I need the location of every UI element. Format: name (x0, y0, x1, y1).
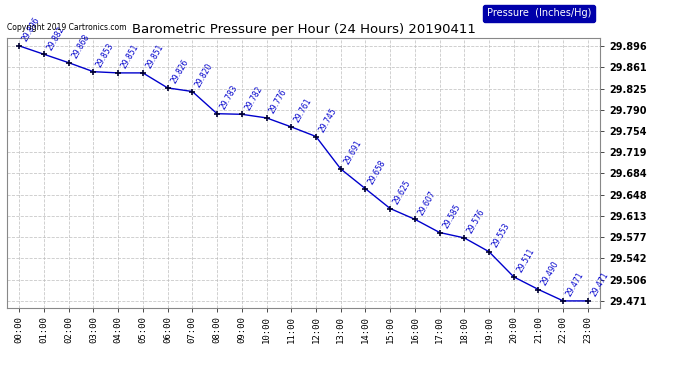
Text: 29.868: 29.868 (70, 33, 91, 60)
Text: 29.782: 29.782 (243, 84, 264, 111)
Text: 29.553: 29.553 (491, 221, 511, 249)
Text: 29.607: 29.607 (416, 189, 437, 216)
Text: 29.471: 29.471 (564, 271, 586, 298)
Text: Copyright 2019 Cartronics.com: Copyright 2019 Cartronics.com (7, 23, 126, 32)
Text: 29.896: 29.896 (21, 16, 41, 43)
Text: 29.783: 29.783 (219, 84, 239, 111)
Text: 29.471: 29.471 (589, 271, 611, 298)
Text: 29.658: 29.658 (367, 159, 388, 186)
Text: 29.490: 29.490 (540, 259, 561, 287)
Text: 29.853: 29.853 (95, 42, 116, 69)
Text: 29.820: 29.820 (194, 62, 215, 89)
Text: 29.776: 29.776 (268, 88, 289, 115)
Title: Barometric Pressure per Hour (24 Hours) 20190411: Barometric Pressure per Hour (24 Hours) … (132, 23, 475, 36)
Text: 29.851: 29.851 (144, 43, 166, 70)
Text: 29.882: 29.882 (46, 24, 66, 51)
Text: 29.511: 29.511 (515, 247, 536, 274)
Text: 29.761: 29.761 (293, 97, 314, 124)
Text: 29.691: 29.691 (342, 139, 363, 166)
Text: 29.745: 29.745 (317, 106, 339, 134)
Text: 29.826: 29.826 (169, 58, 190, 85)
Text: 29.851: 29.851 (119, 43, 141, 70)
Legend: Pressure  (Inches/Hg): Pressure (Inches/Hg) (483, 4, 595, 22)
Text: 29.576: 29.576 (466, 208, 487, 235)
Text: 29.585: 29.585 (441, 202, 462, 230)
Text: 29.625: 29.625 (391, 178, 413, 206)
